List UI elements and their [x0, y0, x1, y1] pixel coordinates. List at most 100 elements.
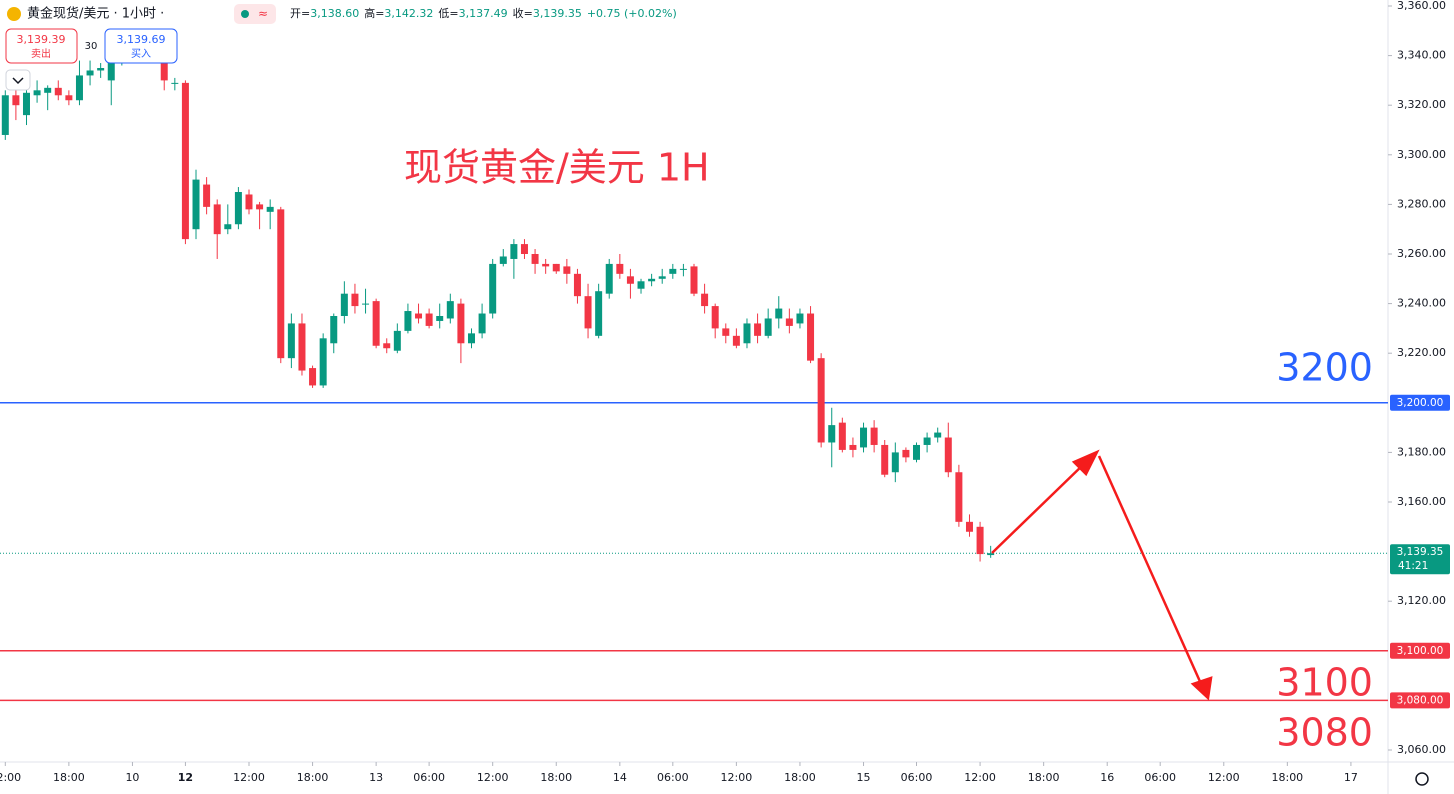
candle-body [372, 301, 380, 346]
x-tick-label: 10 [125, 771, 139, 784]
buy-price: 3,139.69 [117, 33, 166, 46]
level-annotation: 3200 [1276, 346, 1373, 390]
candle-body [330, 316, 338, 344]
candle-body [722, 328, 730, 336]
x-tick-label: 12:00 [1208, 771, 1240, 784]
candle-body [552, 263, 560, 272]
x-tick-label: 18:00 [1028, 771, 1060, 784]
candle-body [404, 311, 412, 331]
y-tick-label: 3,060.00 [1397, 743, 1446, 756]
candle-body [319, 338, 327, 386]
x-tick-label: 06:00 [413, 771, 445, 784]
sell-button[interactable] [5, 28, 78, 64]
candle-body [213, 204, 221, 235]
ohlc-value: 3,139.35 [533, 7, 582, 20]
candle-body [362, 303, 370, 305]
candle-body [489, 263, 497, 314]
y-tick-label: 3,280.00 [1397, 197, 1446, 210]
sell-price: 3,139.39 [17, 33, 66, 46]
candle-body [245, 194, 253, 210]
candle-body [277, 209, 285, 359]
arrow-down [1097, 455, 1204, 687]
candle-body [44, 87, 52, 93]
candle-body [436, 316, 444, 321]
price-tag [1390, 394, 1450, 411]
x-tick-label: 13 [369, 771, 383, 784]
candle-body [616, 263, 624, 274]
candle-body [160, 55, 168, 81]
price-tag-label: 3,200.00 [1397, 397, 1444, 409]
level-annotation: 3100 [1276, 661, 1373, 705]
x-tick-label: 12:00 [477, 771, 509, 784]
candle-body [22, 92, 30, 116]
y-tick-label: 3,240.00 [1397, 297, 1446, 310]
ohlc-label: 低= [438, 7, 458, 20]
x-tick-label: 12:00 [0, 771, 21, 784]
candle-body [309, 368, 317, 386]
candle-body [65, 95, 73, 101]
x-tick-label: 18:00 [1271, 771, 1303, 784]
price-tag-label: 3,100.00 [1397, 645, 1444, 657]
arrow-head [1190, 676, 1213, 701]
candle-body [732, 335, 740, 346]
candle-body [192, 179, 200, 230]
x-tick-label: 15 [857, 771, 871, 784]
x-tick-label: 14 [613, 771, 627, 784]
candle-body [605, 263, 613, 294]
ohlc-value: 3,142.32 [384, 7, 433, 20]
candle-body [383, 343, 391, 349]
candle-body [446, 301, 454, 319]
candle-body [955, 472, 963, 522]
candle-body [595, 291, 603, 336]
x-tick-label: 12:00 [233, 771, 265, 784]
candle-body [203, 184, 211, 207]
ohlc-label: 开= [290, 7, 310, 20]
candle-body [637, 281, 645, 289]
y-tick-label: 3,260.00 [1397, 247, 1446, 260]
candle-body [965, 521, 973, 532]
x-tick-label: 16 [1100, 771, 1114, 784]
price-tag-label: 3,080.00 [1397, 694, 1444, 706]
status-pill [234, 4, 276, 24]
candle-body [658, 276, 666, 279]
candle-body [520, 244, 528, 254]
sell-label: 卖出 [31, 47, 51, 60]
candle-body [976, 526, 984, 555]
last-price-tag [1390, 544, 1450, 575]
buy-button[interactable] [104, 28, 178, 64]
candle-body [1, 95, 9, 135]
candle-body [870, 427, 878, 445]
candle-body [298, 323, 306, 371]
candle-body [860, 427, 868, 448]
candle-body [913, 444, 921, 460]
candle-body [531, 254, 539, 264]
candle-body [626, 276, 634, 284]
ohlc-label: 高= [364, 6, 384, 20]
chevron [12, 77, 24, 85]
symbol-title[interactable]: 黄金现货/美元 · 1小时 · [27, 6, 164, 22]
candle-body [478, 313, 486, 334]
candle-body [12, 95, 20, 106]
candle-body [393, 330, 401, 351]
collapse-button[interactable] [5, 69, 31, 91]
settings-icon[interactable] [1415, 772, 1429, 786]
candle-body [510, 244, 518, 259]
candle-body [542, 263, 550, 267]
candle-body [701, 293, 709, 307]
candle-body [287, 323, 295, 359]
candle-body [425, 313, 433, 326]
status-dot [241, 10, 249, 18]
candle-body [764, 318, 772, 336]
y-tick-label: 3,360.00 [1397, 0, 1446, 12]
status-icon: ≈ [258, 7, 268, 21]
candle-body [107, 60, 115, 81]
x-tick-label: 12:00 [721, 771, 753, 784]
last-price-label: 3,139.35 [1397, 546, 1444, 558]
y-tick-label: 3,220.00 [1397, 346, 1446, 359]
candle-body [234, 192, 242, 225]
candle-body [584, 296, 592, 329]
ohlc-value: 3,137.49 [459, 7, 508, 20]
candle-body [563, 266, 571, 274]
candle-body [457, 303, 465, 344]
